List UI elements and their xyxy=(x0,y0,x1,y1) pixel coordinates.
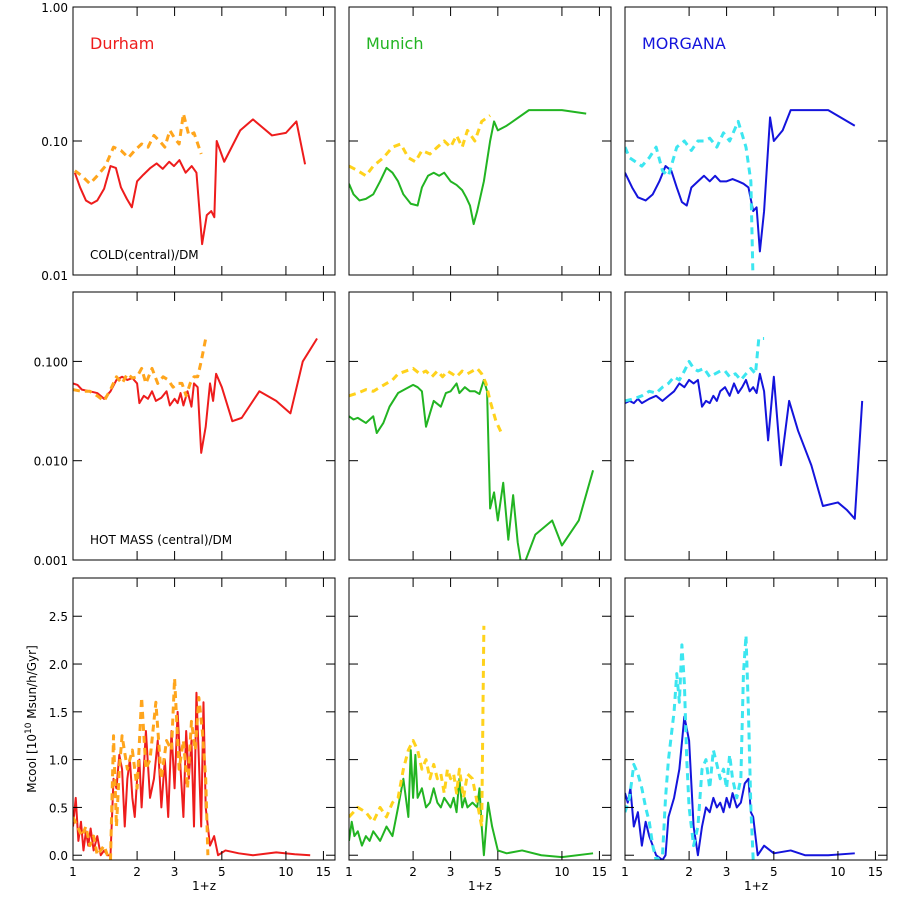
panel: 1 2 3 5 10 15 1+z xyxy=(621,577,888,893)
y-tick-label: 0.10 xyxy=(41,135,68,149)
y-tick-label: 2.0 xyxy=(49,658,68,672)
panel-title: Durham xyxy=(90,34,154,53)
panel: Munich xyxy=(348,6,612,276)
x-tick-label: 2 xyxy=(685,865,693,879)
dashed-line xyxy=(73,676,210,860)
x-tick-label: 5 xyxy=(494,865,502,879)
annotation: COLD(central)/DM xyxy=(90,248,199,262)
panel xyxy=(624,291,888,561)
annotation: HOT MASS (central)/DM xyxy=(90,533,232,547)
plot-area xyxy=(73,676,311,860)
plot-area xyxy=(73,112,307,246)
dashed-line xyxy=(73,338,208,403)
plot-area xyxy=(349,366,595,560)
x-tick-label: 1 xyxy=(621,865,629,879)
frame xyxy=(624,291,888,561)
x-tick-label: 3 xyxy=(447,865,455,879)
solid-line xyxy=(349,749,594,859)
y-tick-label: 0.100 xyxy=(34,355,68,369)
solid-line xyxy=(625,715,855,860)
frame xyxy=(72,291,336,561)
panel: 0.01 0.10 1.00 Durham COLD(central)/DM xyxy=(41,1,336,283)
y-tick-label: 0.0 xyxy=(49,849,68,863)
solid-line xyxy=(625,109,856,253)
solid-line xyxy=(349,109,587,226)
dashed-line xyxy=(349,625,486,829)
y-tick-label: 0.001 xyxy=(34,554,68,568)
plot-area xyxy=(349,625,594,859)
frame xyxy=(624,577,888,861)
x-tick-label: 15 xyxy=(868,865,883,879)
panel: MORGANA xyxy=(624,6,888,276)
panel: 1 2 3 5 10 15 1+z xyxy=(345,577,612,893)
panel-title: Munich xyxy=(366,34,423,53)
solid-line xyxy=(73,337,318,454)
panel-title: MORGANA xyxy=(642,34,726,53)
plot-area xyxy=(625,109,856,275)
dashed-line xyxy=(625,633,755,860)
y-tick-label: 0.010 xyxy=(34,455,68,469)
y-axis-label-part: Msun/h/Gyr] xyxy=(25,645,39,722)
frame xyxy=(348,291,612,561)
x-axis-label: 1+z xyxy=(468,879,492,893)
solid-line xyxy=(73,118,307,246)
y-tick-label: 1.0 xyxy=(49,754,68,768)
x-tick-label: 10 xyxy=(830,865,845,879)
x-tick-label: 2 xyxy=(409,865,417,879)
x-tick-label: 5 xyxy=(218,865,226,879)
plot-area xyxy=(73,337,318,454)
frame xyxy=(348,577,612,861)
plot-area xyxy=(625,337,864,520)
plot-area xyxy=(349,109,587,226)
x-tick-label: 10 xyxy=(278,865,293,879)
dashed-line xyxy=(349,366,503,434)
x-tick-label: 5 xyxy=(770,865,778,879)
x-tick-label: 15 xyxy=(316,865,331,879)
x-axis-label: 1+z xyxy=(192,879,216,893)
y-tick-label: 2.5 xyxy=(49,610,68,624)
x-tick-label: 3 xyxy=(171,865,179,879)
frame xyxy=(72,577,336,861)
x-tick-label: 1 xyxy=(69,865,77,879)
x-tick-label: 15 xyxy=(592,865,607,879)
dashed-line xyxy=(625,119,755,275)
y-tick-label: 0.01 xyxy=(41,269,68,283)
x-tick-label: 3 xyxy=(723,865,731,879)
y-tick-label: 1.5 xyxy=(49,706,68,720)
panel xyxy=(348,291,612,561)
x-tick-label: 10 xyxy=(554,865,569,879)
plot-area xyxy=(625,633,855,860)
x-tick-label: 1 xyxy=(345,865,353,879)
solid-line xyxy=(625,372,864,520)
y-tick-label: 1.00 xyxy=(41,1,68,15)
dashed-line xyxy=(73,112,203,186)
y-axis-label-part: Mcool [10 xyxy=(25,734,39,793)
y-axis-label-part: 10 xyxy=(24,722,34,734)
y-axis-label: Mcool [1010 Msun/h/Gyr] xyxy=(24,645,39,793)
dashed-line xyxy=(625,337,765,403)
y-tick-label: 0.5 xyxy=(49,801,68,815)
x-tick-label: 2 xyxy=(133,865,141,879)
solid-line xyxy=(349,378,595,560)
dashed-line xyxy=(349,114,491,178)
solid-line xyxy=(73,691,311,857)
panel: 0.001 0.010 0.100 HOT MASS (central)/DM xyxy=(34,291,336,568)
x-axis-label: 1+z xyxy=(744,879,768,893)
